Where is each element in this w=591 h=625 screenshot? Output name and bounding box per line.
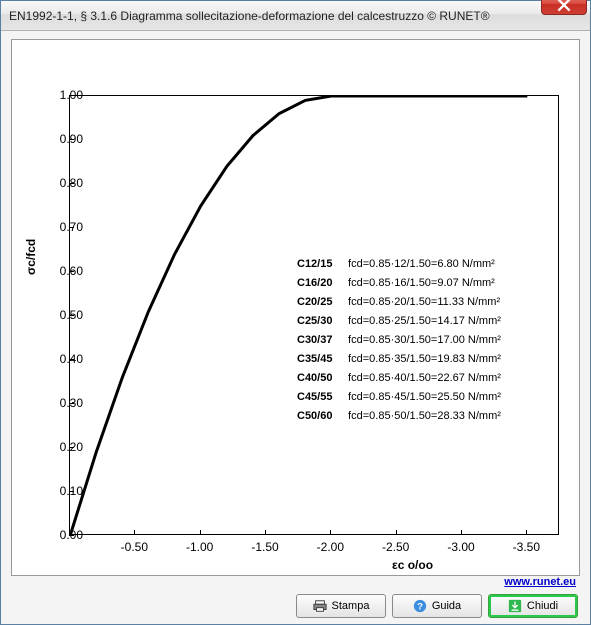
- chart-frame: RUNET software www.runet.eu σc/fcd εc o/…: [11, 39, 580, 576]
- fcd-value: fcd=0.85·16/1.50=9.07 N/mm²: [345, 277, 495, 289]
- close-button[interactable]: Chiudi: [488, 594, 578, 618]
- y-tick-mark: [69, 359, 74, 360]
- concrete-class: C35/45: [297, 350, 345, 369]
- y-tick-mark: [69, 139, 74, 140]
- fcd-value: fcd=0.85·45/1.50=25.50 N/mm²: [345, 391, 501, 403]
- x-tick-label: -3.00: [447, 540, 474, 554]
- print-button[interactable]: Stampa: [296, 594, 386, 618]
- strength-row: C16/20 fcd=0.85·16/1.50=9.07 N/mm²: [297, 274, 501, 293]
- x-tick-label: -1.50: [251, 540, 278, 554]
- help-button[interactable]: ? Guida: [392, 594, 482, 618]
- strength-row: C45/55 fcd=0.85·45/1.50=25.50 N/mm²: [297, 388, 501, 407]
- y-tick-mark: [69, 491, 74, 492]
- footer-link[interactable]: www.runet.eu: [504, 576, 576, 588]
- exit-icon: [508, 599, 522, 613]
- x-tick-label: -2.50: [382, 540, 409, 554]
- fcd-value: fcd=0.85·20/1.50=11.33 N/mm²: [345, 296, 500, 308]
- x-axis-label: εc o/oo: [392, 558, 433, 572]
- y-tick-mark: [69, 95, 74, 96]
- concrete-class: C20/25: [297, 293, 345, 312]
- concrete-class: C45/55: [297, 388, 345, 407]
- fcd-value: fcd=0.85·12/1.50=6.80 N/mm²: [345, 258, 495, 270]
- y-tick-mark: [69, 271, 74, 272]
- help-label: Guida: [432, 600, 461, 612]
- x-tick-mark: [396, 530, 397, 535]
- x-tick-mark: [200, 530, 201, 535]
- window-title: EN1992-1-1, § 3.1.6 Diagramma sollecitaz…: [9, 9, 541, 23]
- x-tick-label: -3.50: [513, 540, 540, 554]
- concrete-class: C12/15: [297, 255, 345, 274]
- x-tick-label: -2.00: [317, 540, 344, 554]
- y-tick-mark: [69, 227, 74, 228]
- fcd-value: fcd=0.85·30/1.50=17.00 N/mm²: [345, 334, 501, 346]
- concrete-class: C25/30: [297, 312, 345, 331]
- y-axis-label: σc/fcd: [24, 239, 38, 275]
- y-tick-mark: [69, 447, 74, 448]
- x-tick-mark: [330, 530, 331, 535]
- strength-row: C25/30 fcd=0.85·25/1.50=14.17 N/mm²: [297, 312, 501, 331]
- concrete-class: C30/37: [297, 331, 345, 350]
- x-tick-mark: [461, 530, 462, 535]
- x-tick-label: -0.50: [121, 540, 148, 554]
- concrete-class: C50/60: [297, 407, 345, 426]
- strength-row: C50/60 fcd=0.85·50/1.50=28.33 N/mm²: [297, 407, 501, 426]
- fcd-value: fcd=0.85·25/1.50=14.17 N/mm²: [345, 315, 501, 327]
- close-icon: [557, 0, 571, 12]
- concrete-class: C16/20: [297, 274, 345, 293]
- strength-row: C35/45 fcd=0.85·35/1.50=19.83 N/mm²: [297, 350, 501, 369]
- close-label: Chiudi: [527, 600, 558, 612]
- content-area: RUNET software www.runet.eu σc/fcd εc o/…: [1, 31, 590, 624]
- y-tick-mark: [69, 535, 74, 536]
- fcd-value: fcd=0.85·50/1.50=28.33 N/mm²: [345, 410, 501, 422]
- button-bar: Stampa ? Guida Chiudi: [296, 594, 578, 618]
- print-label: Stampa: [332, 600, 370, 612]
- fcd-value: fcd=0.85·35/1.50=19.83 N/mm²: [345, 353, 501, 365]
- y-tick-mark: [69, 183, 74, 184]
- window-close-button[interactable]: [541, 0, 587, 15]
- dialog-window: EN1992-1-1, § 3.1.6 Diagramma sollecitaz…: [0, 0, 591, 625]
- x-tick-mark: [265, 530, 266, 535]
- titlebar[interactable]: EN1992-1-1, § 3.1.6 Diagramma sollecitaz…: [1, 1, 590, 31]
- printer-icon: [313, 599, 327, 613]
- concrete-class: C40/50: [297, 369, 345, 388]
- x-tick-mark: [134, 530, 135, 535]
- x-tick-mark: [526, 530, 527, 535]
- strength-row: C12/15 fcd=0.85·12/1.50=6.80 N/mm²: [297, 255, 501, 274]
- svg-text:?: ?: [417, 602, 423, 613]
- strength-table: C12/15 fcd=0.85·12/1.50=6.80 N/mm²C16/20…: [297, 255, 501, 426]
- strength-row: C20/25 fcd=0.85·20/1.50=11.33 N/mm²: [297, 293, 501, 312]
- help-icon: ?: [413, 599, 427, 613]
- strength-row: C40/50 fcd=0.85·40/1.50=22.67 N/mm²: [297, 369, 501, 388]
- fcd-value: fcd=0.85·40/1.50=22.67 N/mm²: [345, 372, 501, 384]
- y-tick-mark: [69, 403, 74, 404]
- strength-row: C30/37 fcd=0.85·30/1.50=17.00 N/mm²: [297, 331, 501, 350]
- y-tick-mark: [69, 315, 74, 316]
- x-tick-label: -1.00: [186, 540, 213, 554]
